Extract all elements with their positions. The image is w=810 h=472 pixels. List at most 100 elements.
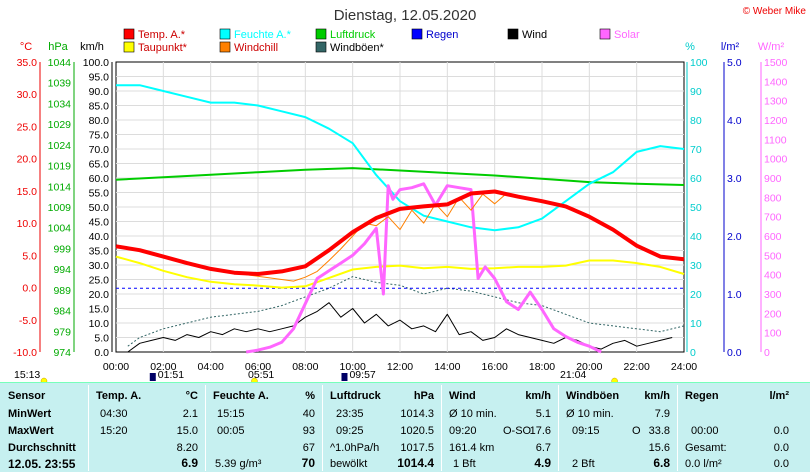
press-trend: ^1.0hPa/h xyxy=(330,442,380,454)
press-min-time: 23:35 xyxy=(336,408,364,420)
pressure-axis-tick-label: 1034 xyxy=(48,98,72,110)
wind-axis-tick-label: 50.0 xyxy=(89,202,110,214)
wind-axis-tick-label: 15.0 xyxy=(89,304,110,316)
solar-axis-tick-label: 100 xyxy=(764,328,782,340)
legend-swatch-rain xyxy=(411,28,423,40)
row-label-min: MinWert xyxy=(8,408,52,420)
temp-axis-tick-label: 35.0 xyxy=(17,57,38,69)
temp-min-time: 04:30 xyxy=(100,408,128,420)
rain-axis-tick-label: 0.0 xyxy=(727,347,742,359)
wind-axis-tick-label: 55.0 xyxy=(89,188,110,200)
solar-axis-tick-label: 600 xyxy=(764,231,782,243)
wind-axis-tick-label: 75.0 xyxy=(89,130,110,142)
solar-axis-tick-label: 0 xyxy=(764,347,770,359)
legend-label-solar: Solar xyxy=(614,29,640,41)
solar-axis-tick-label: 400 xyxy=(764,270,782,282)
pressure-axis-tick-label: 1014 xyxy=(48,181,72,193)
wind-axis-tick-label: 25.0 xyxy=(89,275,110,287)
x-tick-label: 06:00 xyxy=(245,361,271,373)
solar-axis-tick-label: 1300 xyxy=(764,96,788,108)
temp-axis-tick-label: 10.0 xyxy=(17,218,38,230)
x-tick-label: 10:00 xyxy=(340,361,366,373)
press-avg-value: 1017.5 xyxy=(400,442,434,454)
rain-axis-tick-label: 3.0 xyxy=(727,173,742,185)
moon-icon xyxy=(341,373,348,381)
wind-axis-tick-label: 90.0 xyxy=(89,86,110,98)
column-separator xyxy=(558,385,559,471)
wind-axis-tick-label: 65.0 xyxy=(89,159,110,171)
row-label-max: MaxWert xyxy=(8,425,54,437)
humidity-axis-tick-label: 40 xyxy=(690,231,702,243)
wind-axis-tick-label: 60.0 xyxy=(89,173,110,185)
legend-swatch-temp xyxy=(123,28,135,40)
legend-label-gusts: Windböen* xyxy=(330,42,385,54)
rain-total-value: 0.0 xyxy=(773,442,789,454)
moon-marker-time: 09:57 xyxy=(349,369,375,381)
series-line-taupunkt xyxy=(115,255,685,289)
moon-marker-time: 01:51 xyxy=(158,369,184,381)
unit-temp: °C xyxy=(185,390,198,402)
hum-min-time: 15:15 xyxy=(217,408,245,420)
temp-axis-tick-label: 30.0 xyxy=(17,89,38,101)
legend-swatch-humidity xyxy=(219,28,231,40)
header-gusts: Windböen xyxy=(566,390,620,402)
unit-temp: °C xyxy=(20,41,32,53)
gust-current-value: 6.8 xyxy=(653,456,670,470)
legend-label-temp: Temp. A.* xyxy=(138,29,186,41)
column-separator xyxy=(441,385,442,471)
wind-axis-tick-label: 85.0 xyxy=(89,101,110,113)
hum-avg-value: 67 xyxy=(302,442,315,454)
series-line-windb-en xyxy=(127,276,685,347)
x-tick-label: 24:00 xyxy=(671,361,697,373)
temp-axis-tick-label: -10.0 xyxy=(13,347,37,359)
rain-current-value: 0.0 xyxy=(773,458,789,470)
solar-axis-tick-label: 200 xyxy=(764,308,782,320)
press-forecast: bewölkt xyxy=(330,458,368,470)
sun-marker-time: 15:13 xyxy=(14,369,40,381)
series-line-solar xyxy=(245,182,602,354)
weather-chart: Dienstag, 12.05.2020 © Weber Mike Temp. A.… xyxy=(13,6,806,382)
humidity-axis-tick-label: 30 xyxy=(690,260,702,272)
x-tick-label: 22:00 xyxy=(624,361,650,373)
unit-pressure: hPa xyxy=(48,41,68,53)
sun-marker-time: 21:04 xyxy=(560,369,586,381)
wind-axis-tick-label: 95.0 xyxy=(89,72,110,84)
temp-axis-tick-label: 25.0 xyxy=(17,121,38,133)
wind-axis-tick-label: 45.0 xyxy=(89,217,110,229)
x-tick-label: 12:00 xyxy=(387,361,413,373)
press-max-time: 09:25 xyxy=(336,425,364,437)
press-min-value: 1014.3 xyxy=(400,408,434,420)
pressure-axis-tick-label: 974 xyxy=(53,347,71,359)
solar-axis-tick-label: 1000 xyxy=(764,154,788,166)
pressure-axis-tick-label: 984 xyxy=(53,306,71,318)
solar-axis-tick-label: 1500 xyxy=(764,57,788,69)
unit-humidity: % xyxy=(685,41,695,53)
unit-gusts: km/h xyxy=(644,390,670,402)
x-tick-label: 20:00 xyxy=(576,361,602,373)
legend-label-humidity: Feuchte A.* xyxy=(234,29,292,41)
column-separator xyxy=(88,385,89,471)
unit-rain: l/m² xyxy=(769,390,789,402)
wind-daily-avg: 6.7 xyxy=(535,442,551,454)
humidity-axis-tick-label: 60 xyxy=(690,173,702,185)
wind-axis-tick-label: 35.0 xyxy=(89,246,110,258)
header-wind: Wind xyxy=(449,390,476,402)
col-temp: Temp. A. °C 04:30 2.1 15:20 15.0 8.20 6.… xyxy=(90,383,204,472)
hum-current-value: 70 xyxy=(301,456,315,470)
humidity-axis-tick-label: 20 xyxy=(690,289,702,301)
legend-label-pressure: Luftdruck xyxy=(330,29,376,41)
humidity-axis-tick-label: 70 xyxy=(690,144,702,156)
chart-title: Dienstag, 12.05.2020 xyxy=(334,7,477,24)
x-tick-label: 04:00 xyxy=(198,361,224,373)
wind-axis-tick-label: 100.0 xyxy=(83,57,109,69)
gust-bft: 2 Bft xyxy=(572,458,595,470)
unit-solar: W/m² xyxy=(758,41,785,53)
column-separator xyxy=(205,385,206,471)
solar-axis-tick-label: 800 xyxy=(764,192,782,204)
sun-icon xyxy=(40,377,48,382)
row-label-current: 12.05. 23:55 xyxy=(8,457,76,471)
press-max-value: 1020.5 xyxy=(400,425,434,437)
unit-humidity: % xyxy=(305,390,315,402)
legend-label-windchill: Windchill xyxy=(234,42,278,54)
wind-axis-tick-label: 80.0 xyxy=(89,115,110,127)
